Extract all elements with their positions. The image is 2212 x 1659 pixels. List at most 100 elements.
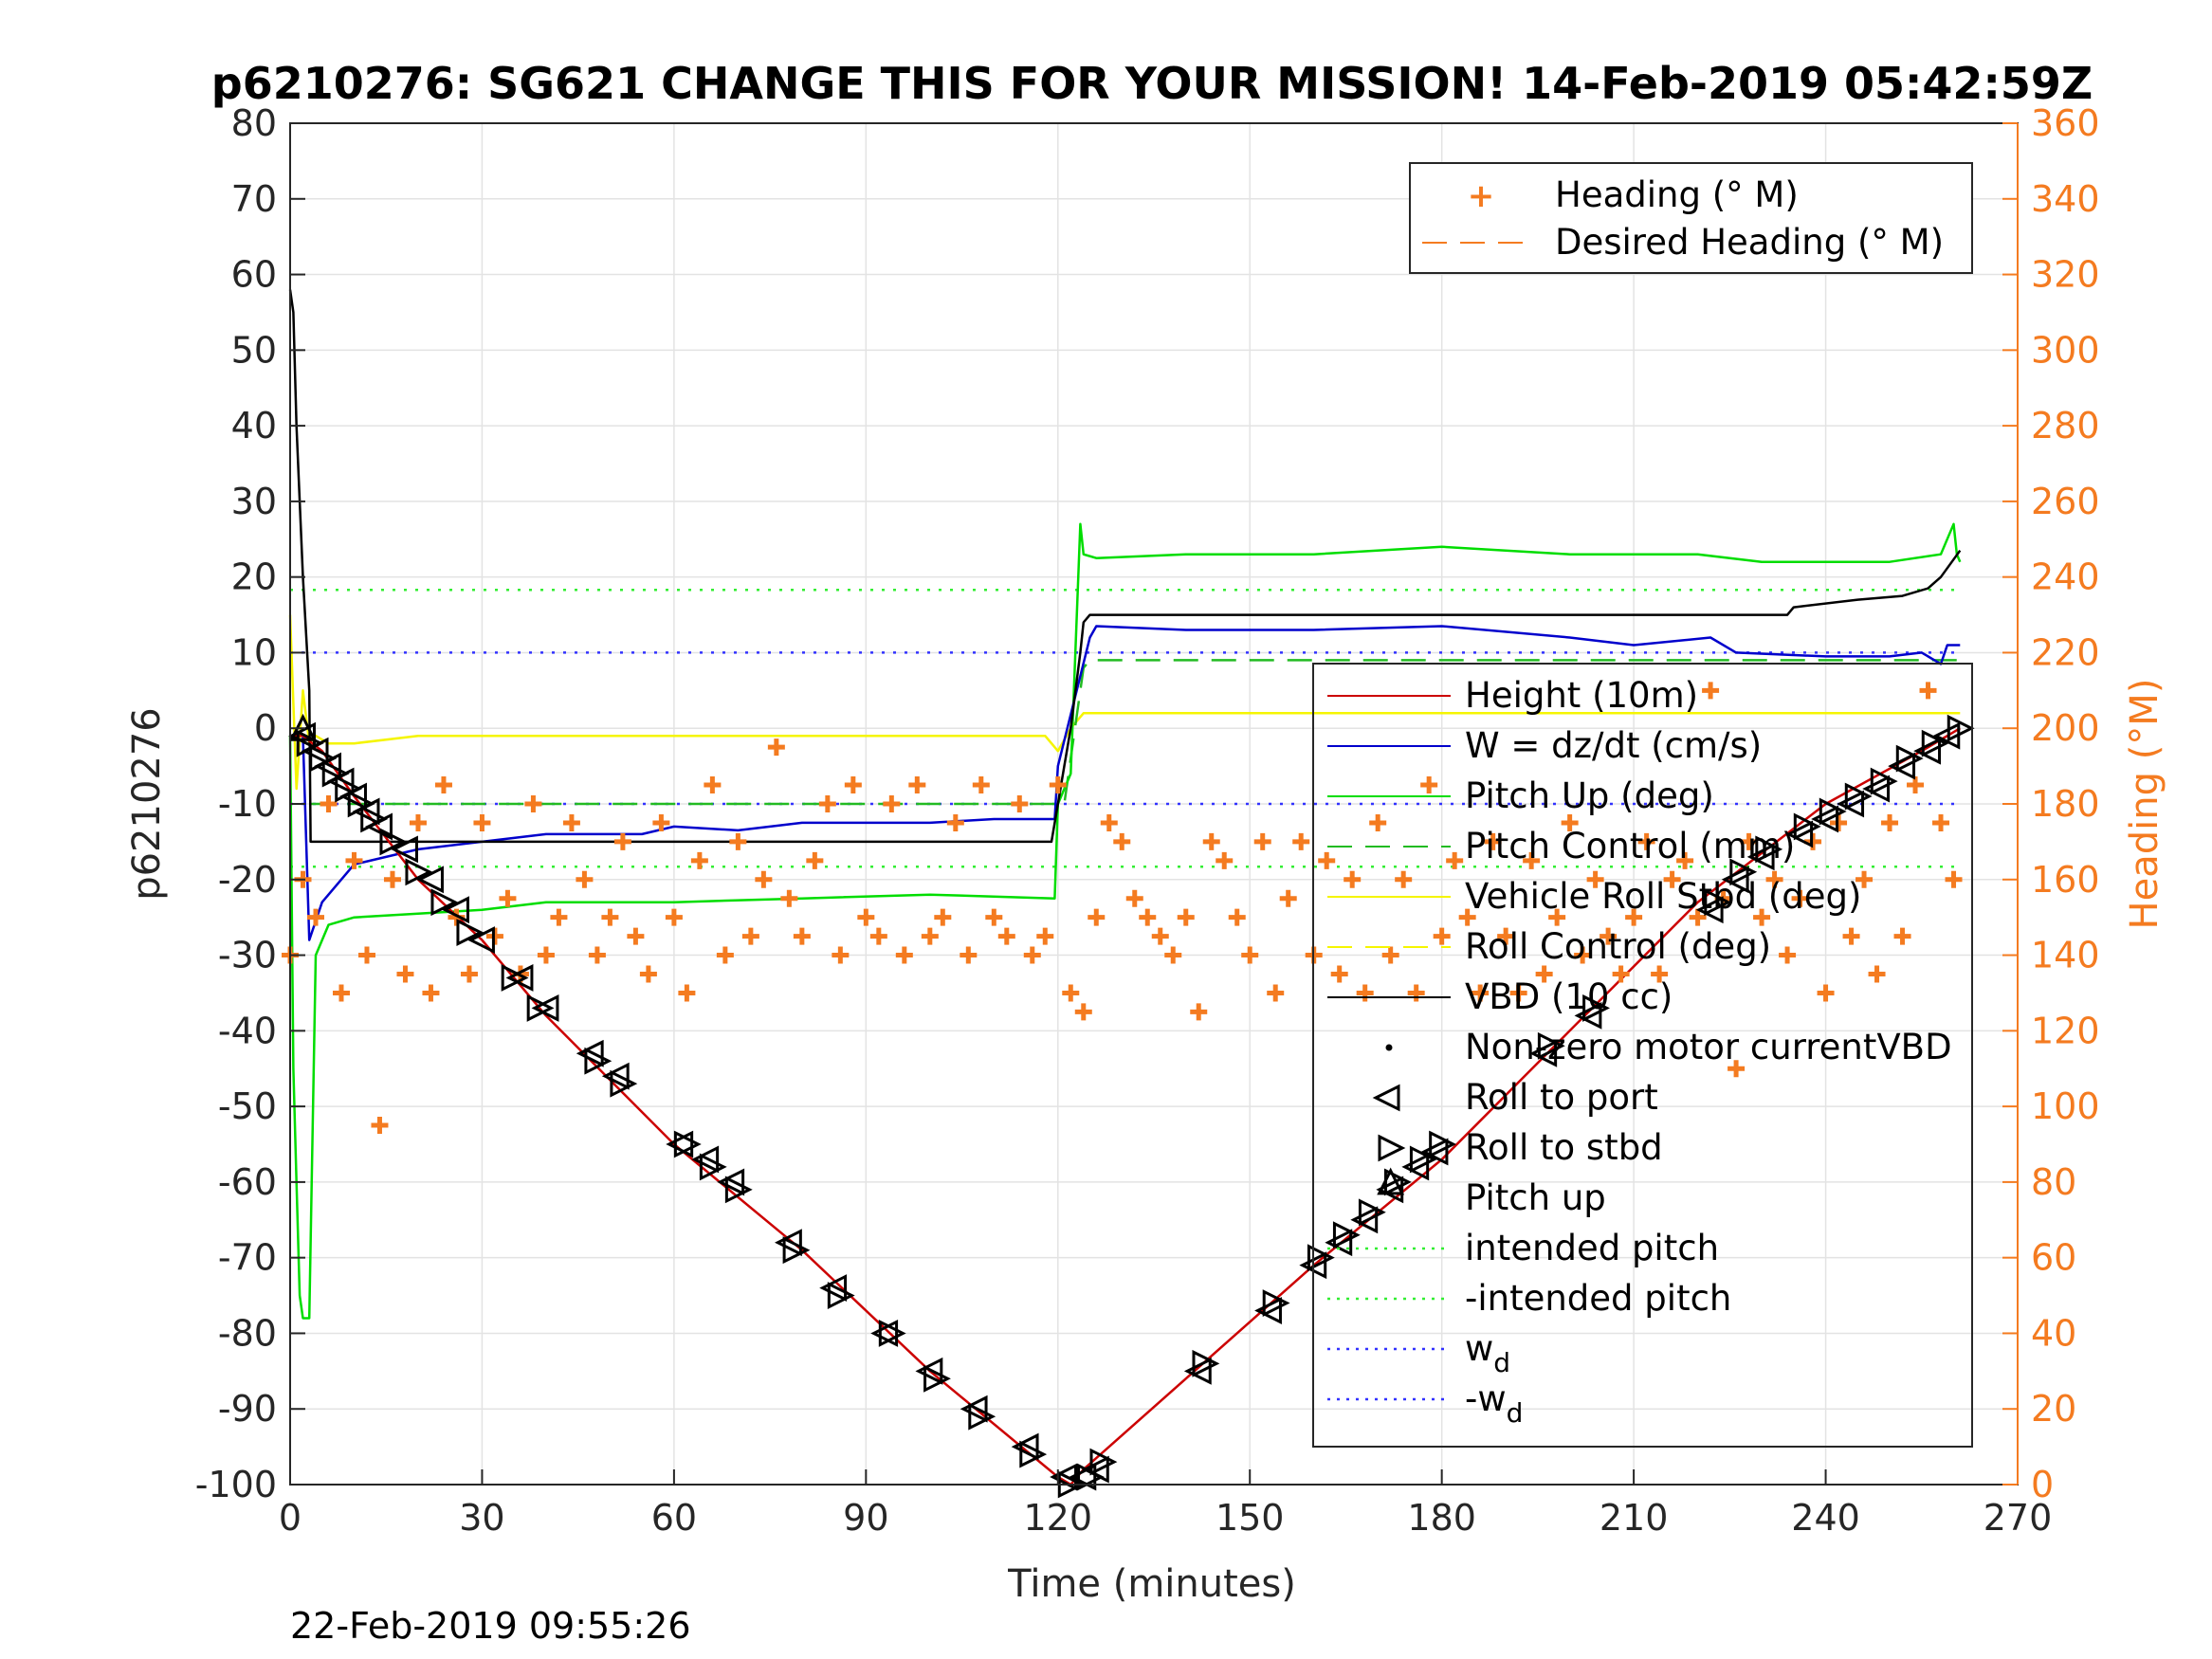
- heading-point: [741, 927, 759, 945]
- roll-port-marker: [775, 1229, 802, 1257]
- heading-point: [997, 927, 1015, 945]
- heading-point: [1228, 908, 1246, 926]
- roll-stbd-marker: [1819, 797, 1847, 826]
- x-tick-label: 210: [1600, 1497, 1669, 1539]
- heading-point: [434, 776, 452, 794]
- y-tick-label: -80: [218, 1312, 277, 1354]
- heading-point: [601, 908, 619, 926]
- legend-heading-label: Heading (° M): [1555, 174, 1799, 215]
- roll-stbd-marker: [1358, 1198, 1386, 1227]
- heading-point: [1049, 776, 1067, 794]
- legend-label-wd: wd: [1465, 1328, 1510, 1378]
- roll-stbd-marker: [1192, 1349, 1220, 1377]
- roll-port-marker: [288, 721, 316, 750]
- y-tick-label: 40: [231, 405, 277, 447]
- heading-point: [755, 870, 773, 888]
- roll-stbd-marker: [1429, 1130, 1457, 1158]
- x-tick-label: 0: [279, 1497, 302, 1539]
- heading-point: [1074, 1003, 1092, 1021]
- heading-point: [690, 851, 708, 869]
- roll-stbd-marker: [1019, 1440, 1048, 1468]
- pitch-up-marker: [1377, 1167, 1405, 1195]
- heading-point: [1740, 832, 1758, 850]
- heading-point: [576, 870, 594, 888]
- roll-stbd-marker: [1921, 729, 1949, 757]
- heading-point: [869, 927, 887, 945]
- heading-point: [921, 927, 939, 945]
- roll-port-marker: [1888, 752, 1916, 780]
- legend-heading-box: [1409, 162, 1973, 274]
- roll-port-marker: [442, 896, 469, 924]
- heading-point: [1945, 870, 1963, 888]
- legend-label-neg-wd-sub: d: [1507, 1397, 1524, 1429]
- y-tick-label: -10: [218, 783, 277, 825]
- roll-stbd-marker: [724, 1176, 753, 1204]
- roll-port-marker: [576, 1039, 604, 1067]
- heading-point: [1689, 908, 1707, 926]
- y-tick-label: 0: [254, 707, 277, 749]
- heading-point: [818, 795, 836, 812]
- heading-point: [1318, 851, 1336, 869]
- heading-point: [1586, 870, 1604, 888]
- y-tick-label: -50: [218, 1085, 277, 1127]
- roll-stbd-marker: [1537, 1031, 1565, 1060]
- y-tick-label: -40: [218, 1010, 277, 1051]
- legend-label-pitch-control: Pitch Control (mm): [1465, 826, 1795, 866]
- heading-point: [1509, 984, 1527, 1002]
- legend-desired-heading-label: Desired Heading (° M): [1555, 222, 1944, 263]
- heading-point: [1548, 908, 1566, 926]
- series-pitch: [288, 522, 1962, 1320]
- axes: 0 30 60 90 120 150 180 210 240 270 80 70 60 50 40 30 20 1…: [195, 102, 2100, 1539]
- legend-label-neg-intended-pitch: -intended pitch: [1465, 1278, 1731, 1319]
- y2-tick-label: 320: [2031, 254, 2100, 296]
- heading-point: [627, 927, 645, 945]
- heading-point: [639, 965, 657, 983]
- y2-tick-label: 0: [2031, 1464, 2054, 1505]
- y-tick-label: -100: [195, 1464, 277, 1505]
- heading-point: [550, 908, 568, 926]
- heading-point: [473, 813, 491, 831]
- x-tick-label: 90: [843, 1497, 888, 1539]
- roll-port-marker: [1837, 790, 1865, 818]
- heading-point: [357, 946, 375, 964]
- roll-port-marker: [1069, 1463, 1097, 1491]
- heading-point: [729, 832, 747, 850]
- legend-label-neg-wd-main: -w: [1465, 1378, 1507, 1419]
- roll-port-marker: [531, 994, 559, 1022]
- y2-tick-label: 240: [2031, 556, 2100, 598]
- roll-stbd-marker: [1262, 1289, 1290, 1317]
- roll-stbd-marker: [699, 1153, 727, 1181]
- heading-point: [665, 908, 683, 926]
- legend-label-roll: Vehicle Roll Stbd (deg): [1465, 876, 1861, 917]
- heading-point: [972, 776, 990, 794]
- roll-stbd-marker: [584, 1047, 612, 1075]
- roll-stbd-marker: [1409, 1145, 1437, 1174]
- y2-axis-label: Heading (°M): [2123, 679, 2166, 930]
- x-axis-label: Time (minutes): [1007, 1562, 1296, 1606]
- heading-point: [780, 889, 798, 907]
- heading-point: [383, 870, 401, 888]
- roll-port-marker: [467, 926, 495, 955]
- legend-heading-plus-icon: +: [1468, 177, 1495, 215]
- legend-label-pitch-up: Pitch Up (deg): [1465, 775, 1714, 816]
- legend-label-wd-main: w: [1465, 1328, 1493, 1369]
- y-tick-label: 30: [231, 481, 277, 522]
- heading-point: [1433, 927, 1451, 945]
- heading-point: [1113, 832, 1131, 850]
- roll-stbd-marker: [1895, 744, 1924, 773]
- roll-port-marker: [1695, 896, 1724, 924]
- roll-stbd-marker: [878, 1320, 906, 1347]
- heading-point: [1472, 984, 1490, 1002]
- roll-port-marker: [691, 1145, 720, 1174]
- roll-port-marker: [666, 1130, 694, 1158]
- y2-tick-label: 200: [2031, 707, 2100, 749]
- series-roll: [288, 614, 1961, 791]
- heading-point: [1663, 870, 1681, 888]
- y-axis-label: p6210276: [125, 707, 169, 901]
- roll-port-marker: [1420, 1138, 1449, 1166]
- roll-stbd-marker: [1729, 858, 1758, 886]
- heading-point: [652, 813, 670, 831]
- y-tick-label: 80: [231, 102, 277, 144]
